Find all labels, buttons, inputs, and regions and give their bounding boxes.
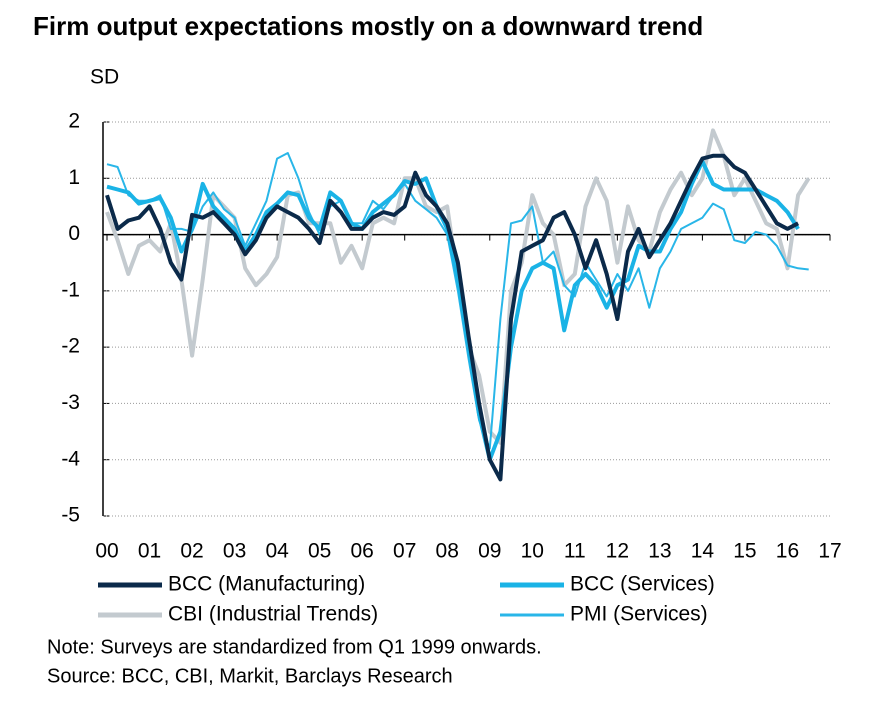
x-tick-label: 07: [393, 540, 416, 563]
x-tick-label: 03: [223, 540, 246, 563]
note: Note: Surveys are standardized from Q1 1…: [47, 636, 542, 658]
x-tick-label: 09: [478, 540, 501, 563]
x-tick-label: 06: [350, 540, 373, 563]
x-tick-label: 17: [818, 540, 841, 563]
x-tick-label: 16: [776, 540, 799, 563]
x-tick-label: 01: [138, 540, 161, 563]
x-tick-label: 14: [691, 540, 715, 563]
legend-label: PMI (Services): [570, 603, 708, 626]
x-tick-label: 10: [521, 540, 544, 563]
chart-title: Firm output expectations mostly on a dow…: [33, 11, 703, 41]
y-tick-label: 2: [68, 110, 80, 133]
x-tick-label: 05: [308, 540, 331, 563]
legend-label: CBI (Industrial Trends): [168, 603, 378, 626]
x-tick-label: 04: [265, 540, 289, 563]
y-tick-label: -2: [61, 335, 80, 358]
legend-label: BCC (Manufacturing): [168, 573, 365, 596]
series-line: [106, 159, 800, 462]
x-tick-label: 02: [180, 540, 203, 563]
legend-label: BCC (Services): [570, 573, 715, 596]
x-tick-label: 00: [95, 540, 118, 563]
series-line: [105, 153, 800, 482]
y-tick-label: -4: [61, 447, 80, 470]
source: Source: BCC, CBI, Markit, Barclays Resea…: [47, 665, 453, 687]
x-tick-label: 15: [733, 540, 756, 563]
y-tick-label: 1: [68, 166, 80, 189]
x-tick-label: 11: [564, 540, 586, 563]
y-tick-label: -3: [61, 391, 80, 414]
y-axis-label: SD: [90, 66, 119, 89]
y-tick-label: -5: [61, 504, 80, 527]
x-tick-label: 08: [436, 540, 459, 563]
x-tick-label: 13: [648, 540, 671, 563]
y-tick-label: 0: [68, 222, 80, 245]
x-tick-label: 12: [606, 540, 629, 563]
y-tick-label: -1: [61, 278, 80, 301]
